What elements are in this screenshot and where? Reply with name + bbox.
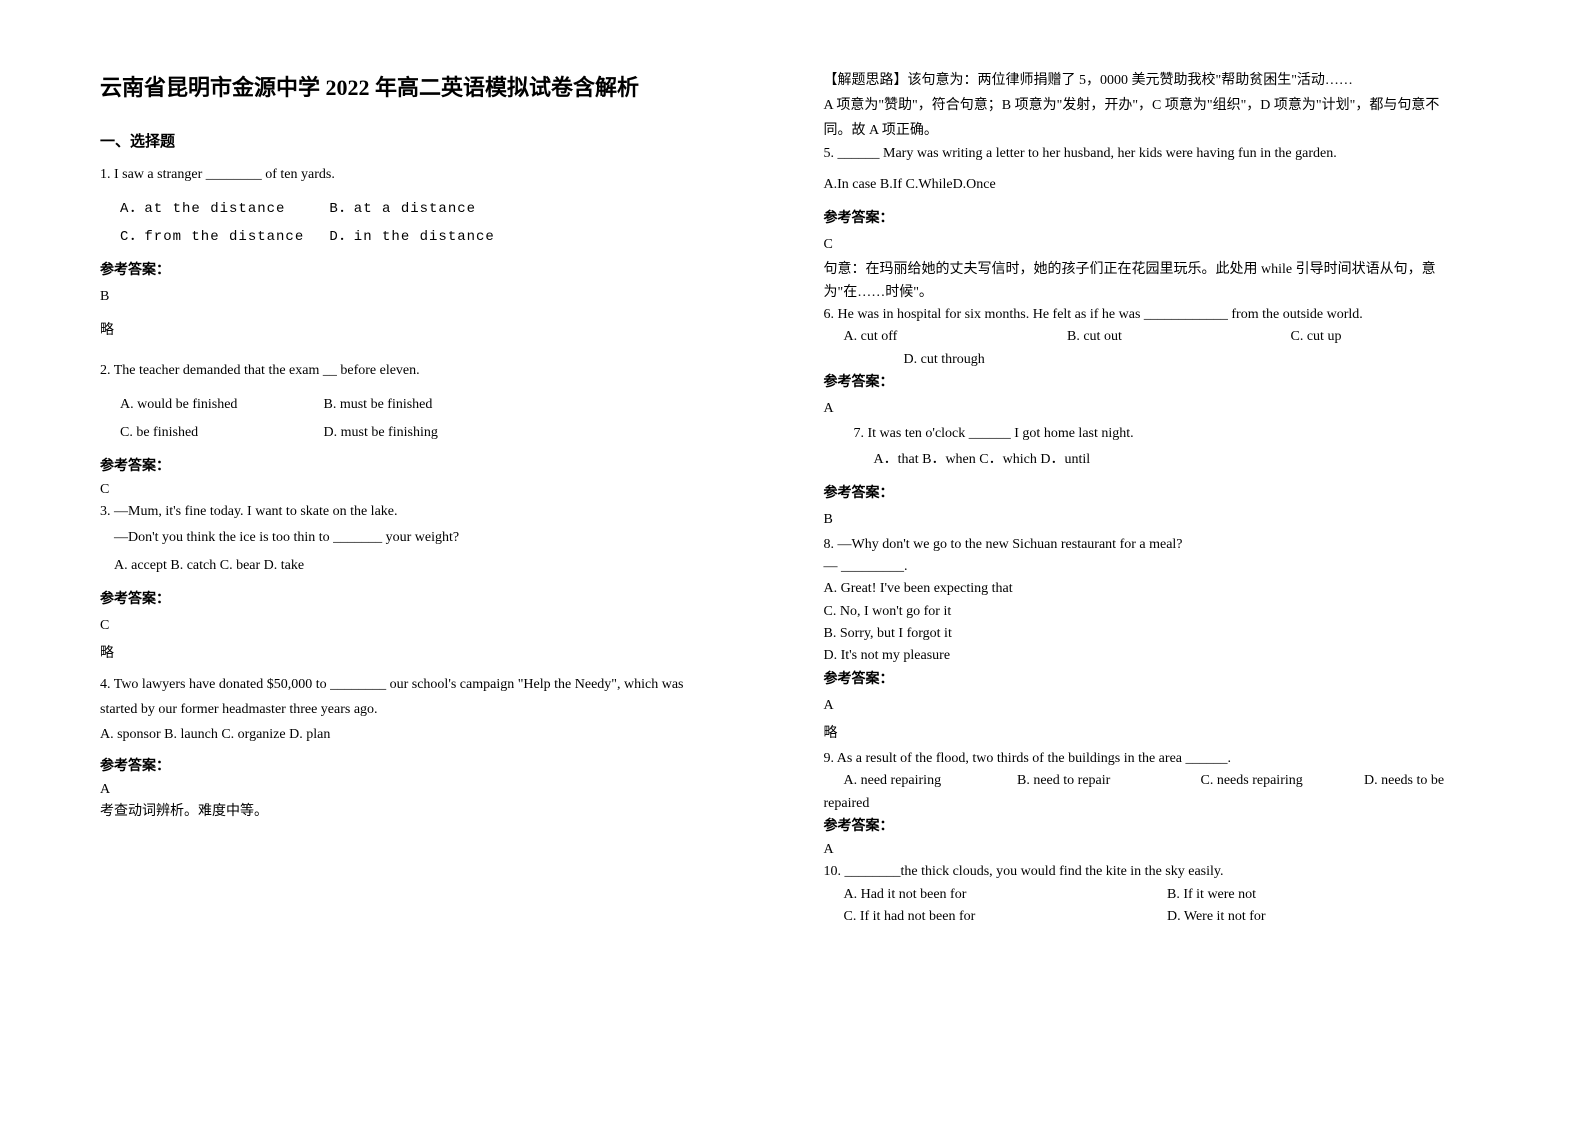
q1-opt-a: A．at the distance <box>120 195 320 223</box>
q2-opt-d: D. must be finishing <box>324 419 438 447</box>
q8-opt-a: A. Great! I've been expecting that <box>824 578 1488 600</box>
q1-answer: B <box>100 283 764 311</box>
q9-opts: A. need repairing B. need to repair C. n… <box>824 770 1488 792</box>
q2-stem: 2. The teacher demanded that the exam __… <box>100 357 764 385</box>
section-header: 一、选择题 <box>100 130 764 151</box>
q1-opt-b: B．at a distance <box>329 195 476 223</box>
q10-opt-b: B. If it were not <box>1167 887 1256 902</box>
q2-opt-b: B. must be finished <box>324 391 433 419</box>
q2-opt-a: A. would be finished <box>120 391 320 419</box>
q5-exp1: 句意：在玛丽给她的丈夫写信时，她的孩子们正在花园里玩乐。此处用 while 引导… <box>824 259 1488 281</box>
q5-answer: C <box>824 231 1488 259</box>
q4-exp2: A 项意为"赞助"，符合句意；B 项意为"发射，开办"，C 项意为"组织"，D … <box>824 92 1488 120</box>
q7-opt-c: C．which <box>979 452 1037 467</box>
q5-answer-label: 参考答案： <box>824 207 1488 227</box>
q3-answer: C <box>100 612 764 640</box>
q8-stem1: 8. —Why don't we go to the new Sichuan r… <box>824 534 1488 556</box>
q8-stem2: — _________. <box>824 556 1488 578</box>
q3-answer-label: 参考答案： <box>100 588 764 608</box>
q2-opts-row2: C. be finished D. must be finishing <box>100 419 764 447</box>
q8-answer-label: 参考答案： <box>824 668 1488 688</box>
q7-answer: B <box>824 506 1488 534</box>
left-column: 云南省昆明市金源中学 2022 年高二英语模拟试卷含解析 一、选择题 1. I … <box>100 70 764 1052</box>
q4-exp: 考查动词辨析。难度中等。 <box>100 801 764 823</box>
q6-stem: 6. He was in hospital for six months. He… <box>824 304 1488 326</box>
q4-answer-label: 参考答案： <box>100 755 764 775</box>
q9-opt-c: C. needs repairing <box>1201 770 1361 792</box>
q7-stem: 7. It was ten o'clock ______ I got home … <box>824 423 1488 445</box>
q7-opt-d: D．until <box>1040 452 1090 467</box>
q1-opts-row1: A．at the distance B．at a distance <box>100 195 764 223</box>
q10-stem: 10. ________the thick clouds, you would … <box>824 861 1488 883</box>
q10-opt-d: D. Were it not for <box>1167 909 1266 924</box>
q10-opt-a: A. Had it not been for <box>844 884 1164 906</box>
q4-stem2: started by our former headmaster three y… <box>100 696 764 724</box>
q5-opts: A.In case B.If C.WhileD.Once <box>824 171 1488 199</box>
q3-omit: 略 <box>100 640 764 668</box>
q8-opt-c: C. No, I won't go for it <box>824 601 1488 623</box>
q9-opt-b: B. need to repair <box>1017 770 1197 792</box>
q3-opts: A. accept B. catch C. bear D. take <box>100 552 764 580</box>
q8-omit: 略 <box>824 720 1488 748</box>
q4-opts: A. sponsor B. launch C. organize D. plan <box>100 724 764 746</box>
q1-answer-label: 参考答案： <box>100 259 764 279</box>
q3-opt-d: D. take <box>264 558 304 573</box>
q6-answer-label: 参考答案： <box>824 371 1488 391</box>
q1-omit: 略 <box>100 317 764 345</box>
q10-opt-c: C. If it had not been for <box>844 906 1164 928</box>
q9-stem: 9. As a result of the flood, two thirds … <box>824 748 1488 770</box>
q2-answer: C <box>100 479 764 501</box>
q3-stem1: 3. —Mum, it's fine today. I want to skat… <box>100 501 764 523</box>
q8-opt-b: B. Sorry, but I forgot it <box>824 623 1488 645</box>
q5-stem: 5. ______ Mary was writing a letter to h… <box>824 143 1488 165</box>
q2-answer-label: 参考答案： <box>100 455 764 475</box>
q9-answer-label: 参考答案： <box>824 815 1488 835</box>
q1-opts-row2: C．from the distance D．in the distance <box>100 223 764 251</box>
q6-opt-a: A. cut off <box>844 326 1064 348</box>
q7-answer-label: 参考答案： <box>824 482 1488 502</box>
exam-title: 云南省昆明市金源中学 2022 年高二英语模拟试卷含解析 <box>100 70 764 102</box>
q2-opt-c: C. be finished <box>120 419 320 447</box>
q6-opt-c: C. cut up <box>1291 329 1342 344</box>
q10-opts-row2: C. If it had not been for D. Were it not… <box>824 906 1488 928</box>
q6-opts-row1: A. cut off B. cut out C. cut up <box>824 326 1488 348</box>
q4-exp3: 同。故 A 项正确。 <box>824 120 1488 142</box>
q7-opt-b: B．when <box>922 452 976 467</box>
q9-opt-d: D. needs to be <box>1364 773 1444 788</box>
q7-opt-a: A．that <box>874 452 919 467</box>
q3-opt-a: A. accept <box>114 558 167 573</box>
q10-opts-row1: A. Had it not been for B. If it were not <box>824 884 1488 906</box>
q6-answer: A <box>824 395 1488 423</box>
q1-opt-c: C．from the distance <box>120 223 320 251</box>
q6-opt-b: B. cut out <box>1067 326 1287 348</box>
q3-stem2: —Don't you think the ice is too thin to … <box>100 524 764 552</box>
q4-stem1: 4. Two lawyers have donated $50,000 to _… <box>100 674 764 696</box>
q3-opt-c: C. bear <box>220 558 260 573</box>
q4-answer: A <box>100 779 764 801</box>
right-column: 【解题思路】该句意为：两位律师捐赠了 5，0000 美元赞助我校"帮助贫困生"活… <box>824 70 1488 1052</box>
q6-opt-d: D. cut through <box>824 349 1488 371</box>
q1-opt-d: D．in the distance <box>329 223 494 251</box>
q1-stem: 1. I saw a stranger ________ of ten yard… <box>100 161 764 189</box>
q4-exp1: 【解题思路】该句意为：两位律师捐赠了 5，0000 美元赞助我校"帮助贫困生"活… <box>824 70 1488 92</box>
q7-opts: A．that B．when C．which D．until <box>824 446 1488 474</box>
q9-answer: A <box>824 839 1488 861</box>
q8-answer: A <box>824 692 1488 720</box>
q9-opt-d2: repaired <box>824 793 1488 815</box>
q8-opt-d: D. It's not my pleasure <box>824 645 1488 667</box>
q2-opts-row1: A. would be finished B. must be finished <box>100 391 764 419</box>
q9-opt-a: A. need repairing <box>844 770 1014 792</box>
q3-opt-b: B. catch <box>170 558 216 573</box>
q5-exp2: 为"在……时候"。 <box>824 282 1488 304</box>
